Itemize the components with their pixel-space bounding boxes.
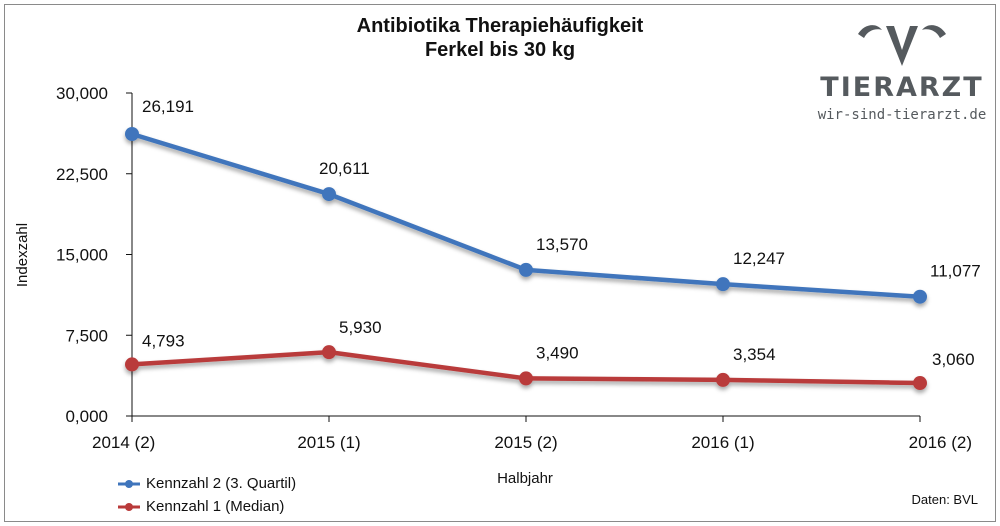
chart-title: Antibiotika Therapiehäufigkeit	[356, 15, 644, 37]
chart-legend: Kennzahl 2 (3. Quartil) Kennzahl 1 (Medi…	[118, 472, 296, 518]
data-point	[716, 372, 730, 387]
logo-url: wir-sind-tierarzt.de	[817, 107, 987, 123]
data-label: 3,060	[932, 350, 975, 369]
data-label: 5,930	[339, 318, 382, 337]
x-tick-label: 2016 (2)	[909, 433, 972, 452]
data-point	[716, 277, 730, 292]
data-source: Daten: BVL	[911, 492, 979, 507]
axes: 0,000 7,500 15,000 22,500 30,000 2014 (2) 2015…	[56, 84, 972, 452]
chart-title-block: Antibiotika Therapiehäufigkeit Ferkel bi…	[0, 14, 1000, 62]
data-label: 3,490	[536, 343, 579, 362]
data-label: 26,191	[142, 97, 194, 116]
legend-label-kennzahl-2: Kennzahl 2 (3. Quartil)	[146, 475, 297, 492]
data-point	[125, 127, 139, 142]
x-tick-label: 2015 (2)	[494, 433, 557, 452]
data-point	[322, 345, 336, 360]
x-tick-label: 2015 (1)	[297, 433, 360, 452]
y-tick-label: 15,000	[56, 246, 108, 265]
data-labels: 26,191 20,611 13,570 12,247 11,077 4,793 5,930…	[142, 97, 981, 369]
legend-marker-kennzahl-2	[118, 479, 140, 488]
v-horns-icon	[858, 25, 946, 66]
legend-label-kennzahl-1: Kennzahl 1 (Median)	[146, 498, 285, 515]
data-point	[519, 262, 533, 277]
y-tick-label: 7,500	[65, 326, 108, 345]
logo-brand: TIERARZT	[820, 72, 984, 103]
y-axis-label: Indexzahl	[14, 223, 31, 287]
y-tick-label: 0,000	[65, 407, 108, 426]
x-tick-label: 2016 (1)	[691, 433, 754, 452]
y-tick-label: 22,500	[56, 165, 108, 184]
data-point	[519, 371, 533, 386]
data-point	[125, 357, 139, 372]
data-label: 13,570	[536, 235, 588, 254]
x-axis-label: Halbjahr	[497, 470, 553, 487]
series-kennzahl-1	[125, 345, 927, 391]
legend-marker-kennzahl-1	[118, 502, 140, 511]
data-point	[322, 187, 336, 202]
data-point	[913, 376, 927, 391]
series-kennzahl-2	[125, 127, 927, 304]
data-label: 12,247	[733, 249, 785, 268]
tierarzt-logo: TIERARZT wir-sind-tierarzt.de	[812, 20, 992, 130]
data-label: 3,354	[733, 345, 776, 364]
series-layer	[125, 127, 927, 391]
legend-item-kennzahl-1: Kennzahl 1 (Median)	[118, 495, 296, 518]
data-label: 11,077	[930, 262, 981, 281]
data-label: 4,793	[142, 331, 185, 350]
data-label: 20,611	[319, 159, 370, 178]
y-tick-label: 30,000	[56, 84, 108, 103]
chart-frame	[4, 4, 996, 522]
x-tick-label: 2014 (2)	[92, 433, 155, 452]
data-point	[913, 289, 927, 304]
legend-item-kennzahl-2: Kennzahl 2 (3. Quartil)	[118, 472, 296, 495]
chart-subtitle: Ferkel bis 30 kg	[424, 39, 576, 61]
